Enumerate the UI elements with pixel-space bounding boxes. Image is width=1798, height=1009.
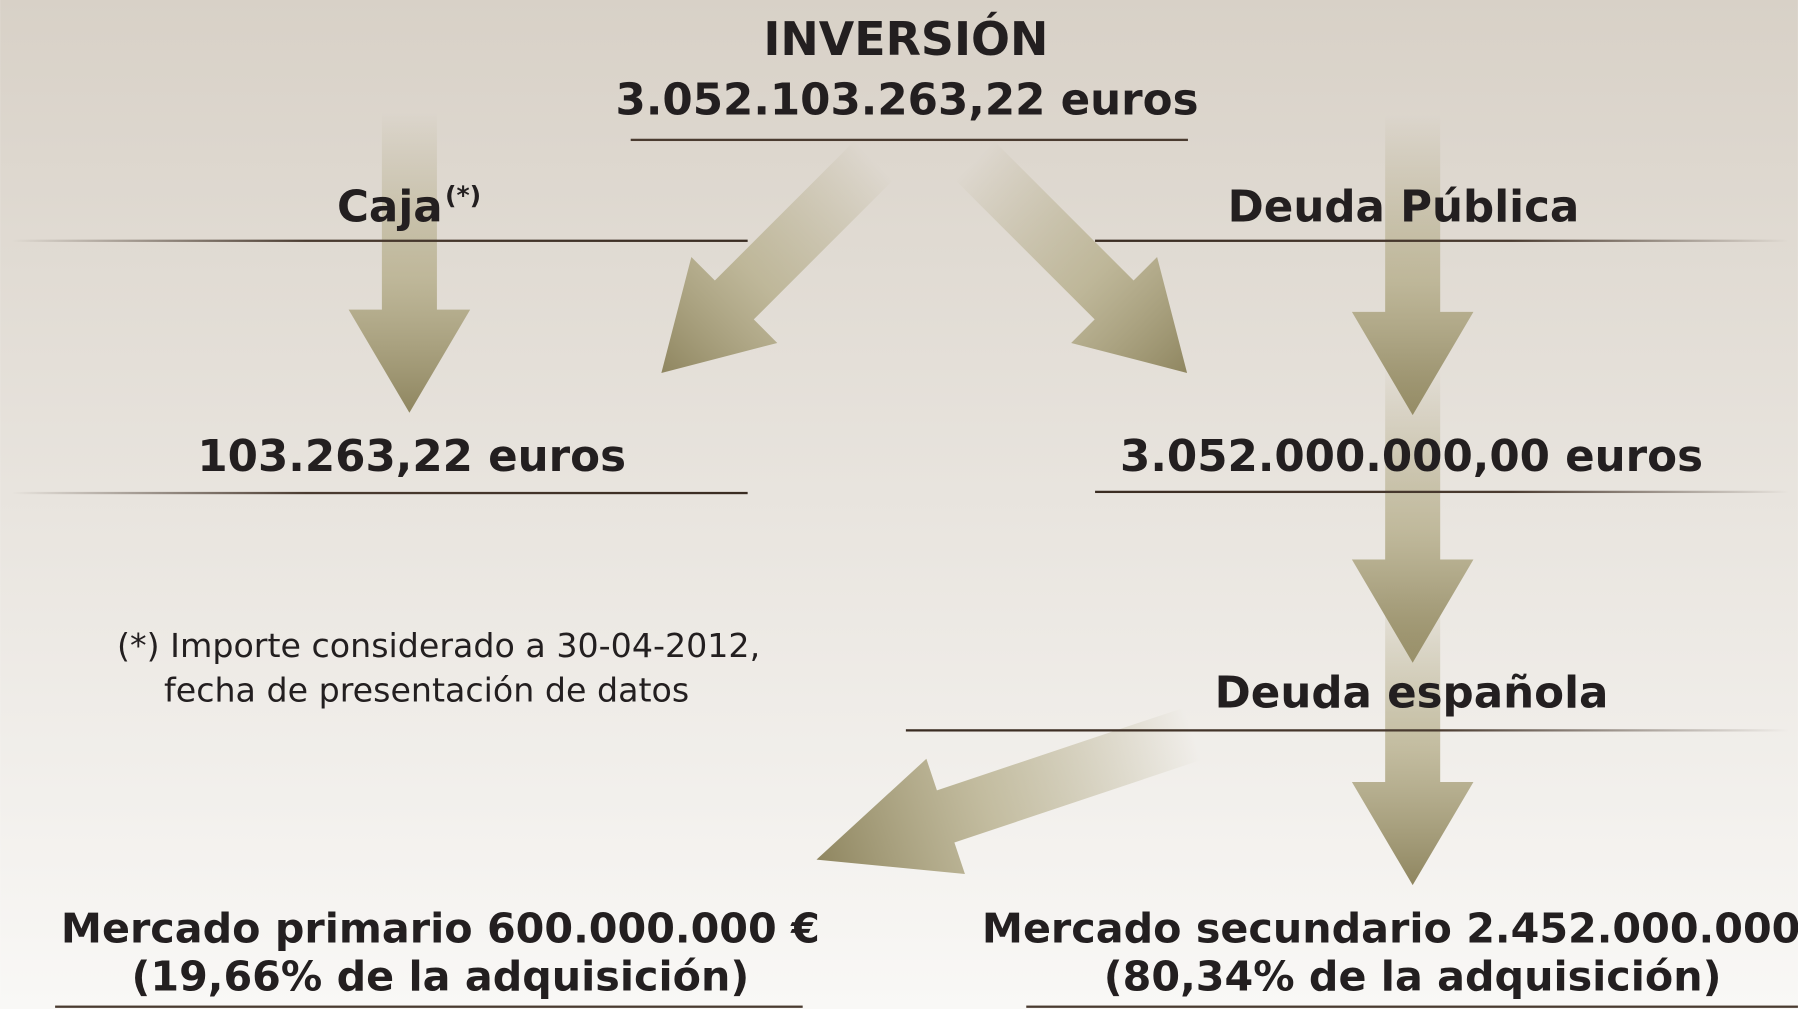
rule [11,239,748,242]
rule [1026,1005,1798,1008]
caja-amount: 103.263,22 euros [197,432,626,482]
rule [905,729,1789,732]
rule [11,491,748,495]
primary-market: Mercado primario 600.000.000 € [61,904,820,952]
rule [630,138,1188,142]
note-line: (*) Importe considerado a 30-04-2012, [117,626,760,665]
rules [11,138,1798,1008]
footnote-mark: (*) [445,181,481,210]
deuda-publica-label: Deuda Pública [1228,182,1580,232]
secondary-market: Mercado secundario 2.452.000.000 € [982,904,1798,952]
deuda-espanola-label: Deuda española [1215,668,1609,718]
note-line: fecha de presentación de datos [164,671,689,710]
rule [1095,490,1789,494]
secondary-share: (80,34% de la adquisición) [1104,953,1722,1001]
total-amount: 3.052.103.263,22 euros [616,76,1199,126]
title: INVERSIÓN [763,12,1048,66]
deuda-publica-amount: 3.052.000.000,00 euros [1120,432,1703,482]
rule [55,1005,803,1008]
primary-share: (19,66% de la adquisición) [132,953,750,1001]
rule [1095,239,1789,242]
caja-label: Caja [337,182,443,232]
